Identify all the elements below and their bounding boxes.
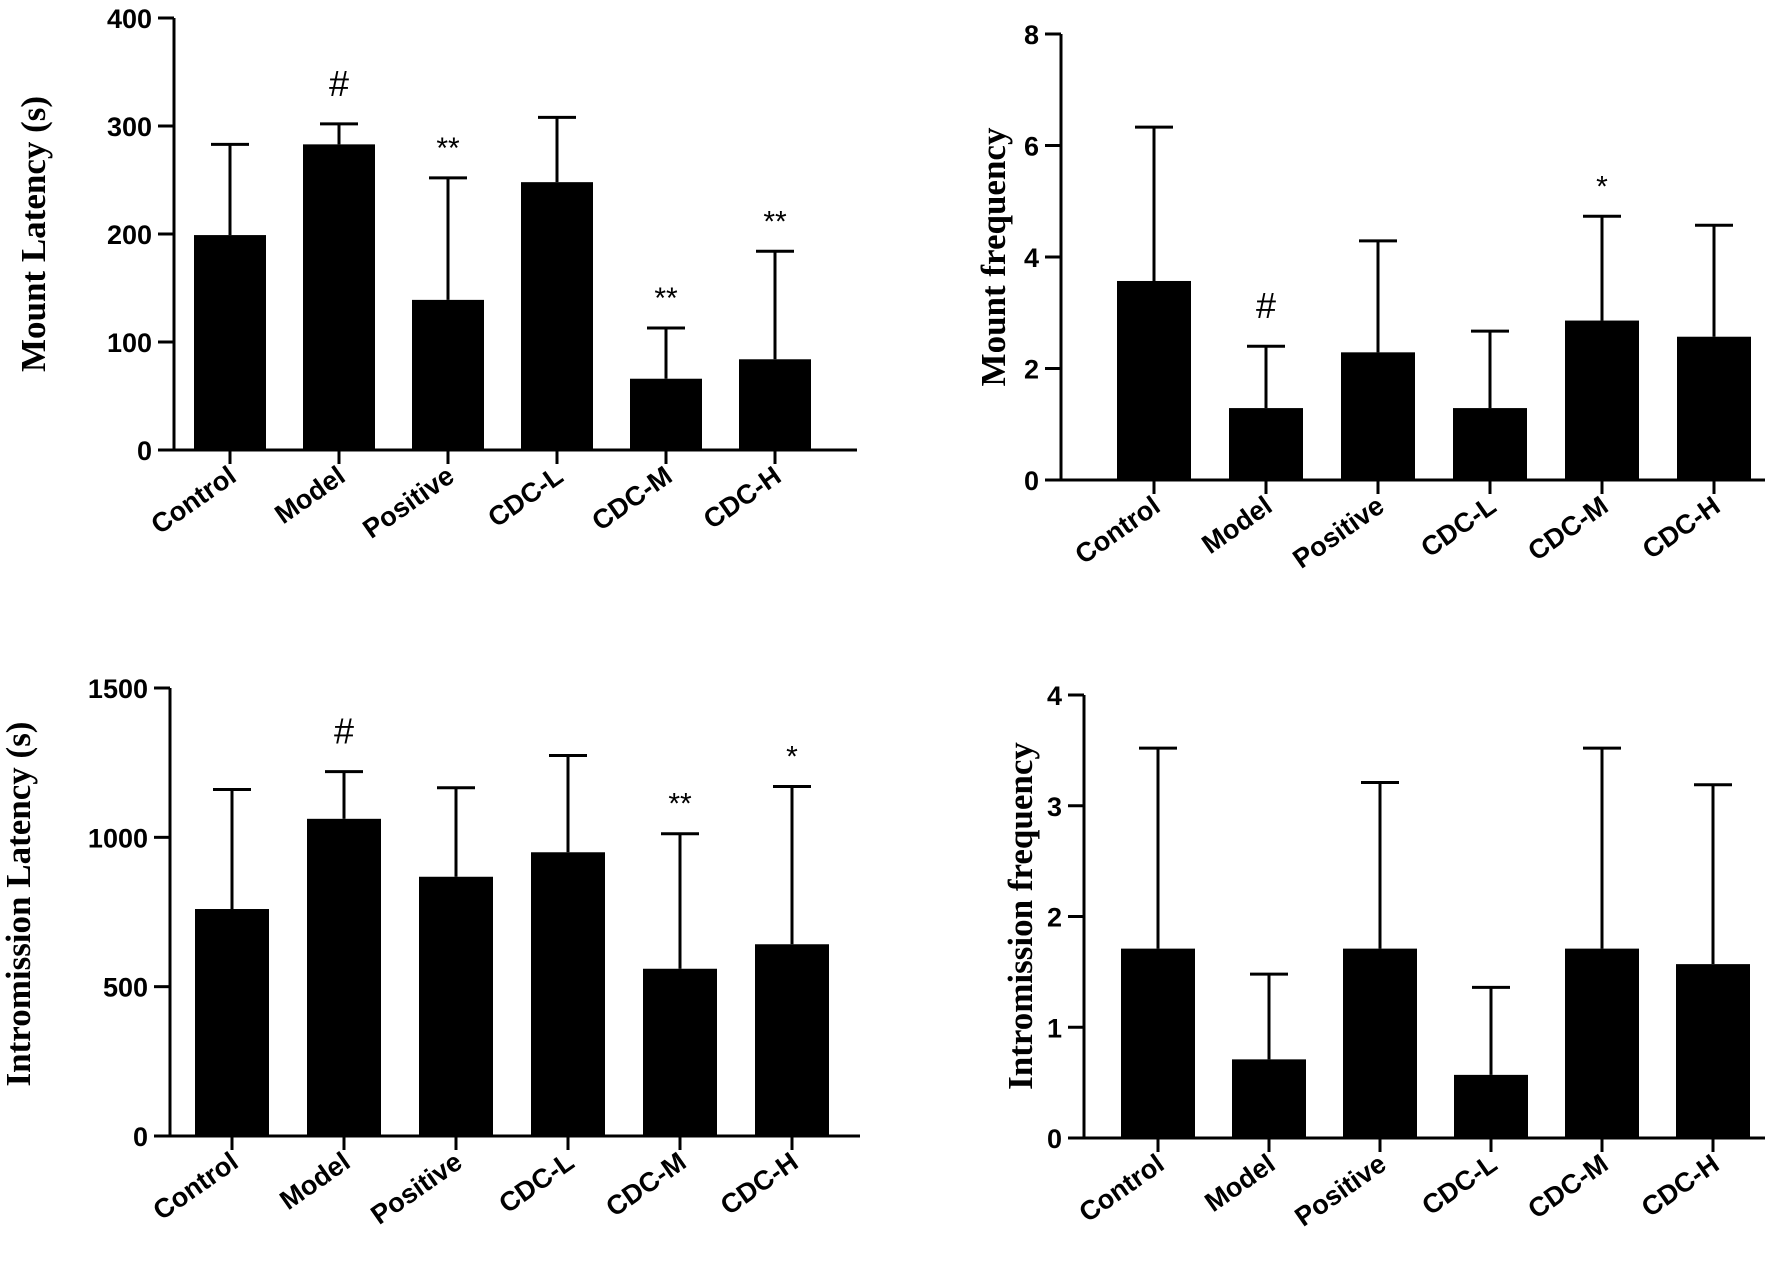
x-tick-label-model: Model (1196, 490, 1277, 559)
x-tick-label-cdc-h: CDC-H (715, 1146, 803, 1220)
significance-marker: ** (668, 788, 692, 821)
y-axis-title: Mount frequency (974, 127, 1013, 386)
bar-control (194, 235, 266, 450)
bar-cdc-h (1677, 336, 1751, 480)
y-tick-label: 0 (133, 1122, 148, 1152)
bar-cdc-m (643, 968, 717, 1136)
bar-model (1232, 1059, 1306, 1138)
x-tick-label-cdc-h: CDC-H (698, 460, 786, 534)
y-tick-label: 4 (1047, 681, 1062, 711)
y-tick-label: 300 (107, 112, 152, 142)
y-tick-label: 8 (1024, 20, 1039, 50)
bar-positive (412, 299, 484, 450)
bar-control (195, 909, 269, 1136)
y-axis-title: Mount Latency (s) (14, 96, 53, 372)
bar-cdc-m (1565, 948, 1639, 1138)
chart-intromission-frequency: 0 1 2 3 4 Control Model Positive CDC-L CDC-M CDC-H… (1001, 681, 1765, 1232)
y-axis-title: Intromission Latency (s) (0, 722, 38, 1087)
bar-positive (1341, 352, 1415, 480)
y-tick-label: 0 (1047, 1124, 1062, 1154)
chart-mount-latency: 0 100 200 300 400 Control Model Positive CDC-L CD… (14, 4, 857, 544)
x-tick-label-cdc-m: CDC-M (601, 1146, 692, 1222)
chart-intromission-latency: 0 500 1000 1500 Control Model Positive CDC-L CDC… (0, 674, 860, 1230)
x-tick-label-cdc-l: CDC-L (1416, 1148, 1502, 1221)
bar-cdc-h (755, 944, 829, 1136)
y-tick-label: 500 (103, 973, 148, 1003)
x-tick-label-cdc-m: CDC-M (587, 460, 678, 536)
bar-control (1117, 280, 1191, 480)
x-tick-label-cdc-h: CDC-H (1637, 490, 1725, 564)
bar-model (307, 818, 381, 1136)
bar-cdc-l (1454, 1074, 1528, 1138)
bar-cdc-l (1453, 408, 1527, 480)
x-tick-label-model: Model (274, 1146, 355, 1215)
significance-marker: ** (654, 282, 678, 315)
x-tick-label-cdc-l: CDC-L (482, 460, 568, 533)
y-tick-label: 0 (1024, 466, 1039, 496)
significance-marker: * (786, 741, 798, 774)
y-tick-label: 100 (107, 328, 152, 358)
bar-cdc-m (630, 378, 702, 450)
y-tick-label: 4 (1024, 243, 1039, 273)
x-tick-label-positive: Positive (357, 460, 459, 544)
significance-marker: # (334, 711, 354, 752)
bar-positive (1343, 948, 1417, 1138)
x-tick-label-cdc-m: CDC-M (1523, 1148, 1614, 1224)
x-tick-label-cdc-h: CDC-H (1636, 1148, 1724, 1222)
y-tick-label: 0 (137, 436, 152, 466)
significance-marker: * (1596, 170, 1608, 203)
bar-model (303, 144, 375, 451)
y-tick-label: 400 (107, 4, 152, 34)
chart-mount-frequency: 0 2 4 6 8 Control Model Positive CDC-L CDC-M CDC-H… (974, 20, 1765, 574)
x-tick-label-positive: Positive (1287, 490, 1389, 574)
significance-marker: ** (436, 132, 460, 165)
x-tick-label-cdc-l: CDC-L (1415, 490, 1501, 563)
y-tick-label: 1500 (88, 674, 148, 704)
y-tick-label: 1 (1047, 1013, 1062, 1043)
x-tick-label-model: Model (269, 460, 350, 529)
bar-control (1121, 948, 1195, 1138)
y-tick-label: 2 (1024, 355, 1039, 385)
x-tick-label-cdc-l: CDC-L (493, 1146, 579, 1219)
bar-cdc-l (521, 182, 593, 450)
x-tick-label-positive: Positive (365, 1146, 467, 1230)
significance-marker: # (329, 63, 349, 104)
x-tick-label-control: Control (1074, 1148, 1170, 1228)
significance-marker: # (1256, 285, 1276, 326)
y-tick-label: 6 (1024, 132, 1039, 162)
y-tick-label: 1000 (88, 823, 148, 853)
y-axis-title: Intromission frequency (1001, 742, 1040, 1090)
x-tick-label-positive: Positive (1289, 1148, 1391, 1232)
bar-positive (419, 876, 493, 1136)
x-tick-label-cdc-m: CDC-M (1523, 490, 1614, 566)
y-tick-label: 3 (1047, 792, 1062, 822)
x-tick-label-control: Control (148, 1146, 244, 1226)
x-tick-label-model: Model (1199, 1148, 1280, 1217)
bar-model (1229, 408, 1303, 480)
significance-marker: ** (763, 205, 787, 238)
bar-cdc-m (1565, 320, 1639, 480)
y-tick-label: 2 (1047, 903, 1062, 933)
x-tick-label-control: Control (146, 460, 242, 540)
bar-cdc-h (739, 359, 811, 450)
bar-cdc-h (1676, 964, 1750, 1138)
y-tick-label: 200 (107, 220, 152, 250)
x-tick-label-control: Control (1070, 490, 1166, 570)
bar-cdc-l (531, 852, 605, 1136)
